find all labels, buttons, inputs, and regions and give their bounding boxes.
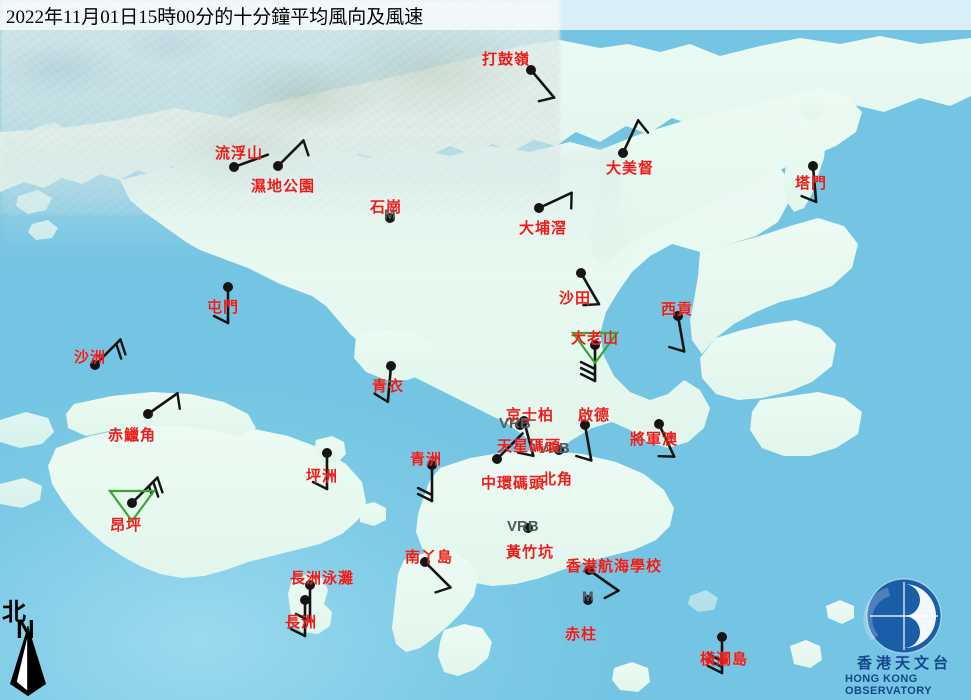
station-label[interactable]: 啟德 — [578, 408, 611, 424]
hko-logo-label-en: HONG KONG OBSERVATORY — [845, 673, 932, 697]
wind-barb — [311, 448, 332, 491]
wind-barb — [618, 119, 650, 158]
station-label[interactable]: 昂坪 — [110, 518, 143, 534]
wind-barb — [212, 282, 233, 325]
wind-barb — [654, 419, 676, 458]
station-label[interactable]: 坪洲 — [306, 469, 339, 485]
wind-barb — [492, 432, 524, 464]
station-label[interactable]: 將軍澳 — [630, 432, 679, 448]
compass-label-cn: 北 — [2, 600, 26, 626]
wind-barb — [515, 420, 525, 430]
wind-barb — [289, 595, 310, 638]
wind-barb — [706, 632, 727, 675]
gale-warning-triangle — [107, 489, 157, 523]
wind-barb — [107, 476, 164, 523]
wind-barb — [90, 338, 127, 370]
station-label[interactable]: 濕地公園 — [251, 179, 316, 195]
north-arrow-icon — [10, 626, 46, 696]
station-label[interactable]: 橫瀾島 — [700, 652, 749, 668]
wind-barb — [526, 65, 556, 103]
station-label[interactable]: 沙洲 — [74, 350, 107, 366]
station-label[interactable]: 西貢 — [661, 302, 694, 318]
station-label[interactable]: 長洲泳灘 — [290, 571, 355, 587]
satellite-fade — [0, 150, 620, 260]
title-bar: 2022年11月01日15時00分的十分鐘平均風向及風速 — [0, 0, 971, 30]
wind-barb — [143, 392, 181, 419]
map-title: 2022年11月01日15時00分的十分鐘平均風向及風速 — [6, 7, 424, 28]
station-label[interactable]: 青洲 — [410, 452, 443, 468]
missing-data-label: M — [384, 206, 396, 222]
wind-barb — [416, 460, 437, 503]
hko-logo-label-cn: 香港天文台 — [857, 656, 953, 672]
station-label[interactable]: 京士柏 — [506, 408, 555, 424]
wind-barb — [575, 420, 593, 462]
wind-barb — [373, 361, 396, 404]
station-label[interactable]: 大老山 — [571, 331, 620, 347]
wind-barb — [385, 213, 395, 223]
station-label[interactable]: 大埔滘 — [519, 221, 568, 237]
station-label[interactable]: 沙田 — [559, 291, 592, 307]
station-label[interactable]: 打鼓嶺 — [482, 52, 531, 68]
station-label[interactable]: 長洲 — [285, 615, 318, 631]
station-label[interactable]: 黃竹坑 — [506, 545, 555, 561]
station-label[interactable]: 赤柱 — [565, 627, 598, 643]
station-label[interactable]: 赤鱲角 — [108, 428, 157, 444]
station-label[interactable]: 塔門 — [795, 176, 828, 192]
wind-barb — [229, 153, 270, 172]
wind-barb — [800, 161, 818, 204]
wind-barb — [583, 595, 593, 605]
compass-label-n: N — [16, 614, 35, 644]
variable-wind-label: VRB — [538, 440, 570, 457]
station-label[interactable]: 香港航海學校 — [566, 559, 663, 575]
station-label[interactable]: 天星碼頭 — [497, 439, 562, 455]
gale-warning-triangle — [570, 331, 620, 365]
station-label[interactable]: 北角 — [541, 472, 574, 488]
wind-barb — [584, 565, 620, 600]
wind-barb — [554, 445, 564, 455]
variable-wind-label: VRB — [499, 415, 531, 432]
station-label[interactable]: 屯門 — [207, 300, 240, 316]
wind-barb — [420, 557, 452, 594]
wind-barb — [576, 268, 601, 307]
wind-barb — [273, 139, 310, 171]
wind-barb — [294, 580, 315, 623]
station-label[interactable]: 大美督 — [606, 161, 655, 177]
station-label[interactable]: 南丫島 — [405, 550, 454, 566]
variable-wind-label: VRB — [507, 518, 539, 535]
wind-barb — [534, 191, 573, 213]
wind-barb — [668, 311, 686, 353]
station-label[interactable]: 中環碼頭 — [481, 476, 546, 492]
station-label[interactable]: 青衣 — [372, 379, 405, 395]
wind-barb — [570, 331, 620, 383]
wind-barb — [523, 523, 533, 533]
missing-data-label: M — [582, 588, 594, 604]
station-label[interactable]: 流浮山 — [215, 146, 264, 162]
hko-logo-icon — [863, 578, 942, 654]
station-label[interactable]: 石崗 — [370, 200, 403, 216]
